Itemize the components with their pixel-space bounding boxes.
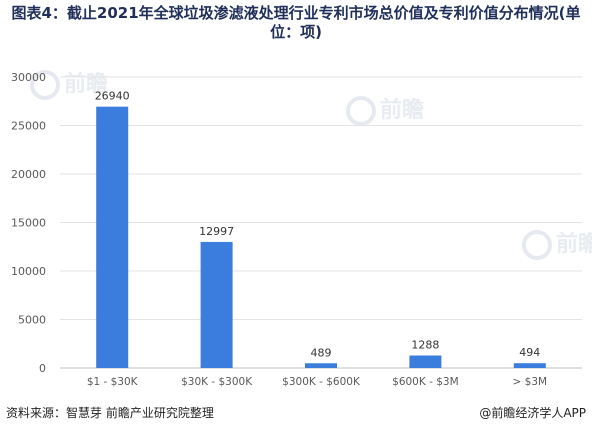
chart-title: 图表4：截止2021年全球垃圾渗滤液处理行业专利市场总价值及专利价值分布情况(单… bbox=[11, 4, 581, 41]
data-label: 1288 bbox=[411, 339, 439, 352]
y-tick-label: 30000 bbox=[11, 71, 46, 84]
watermark-circle-icon bbox=[522, 230, 552, 260]
y-tick-label: 0 bbox=[39, 362, 46, 375]
source-note: 资料来源：智慧芽 前瞻产业研究院整理 bbox=[6, 406, 214, 420]
y-tick-label: 20000 bbox=[11, 168, 46, 181]
bar bbox=[200, 241, 233, 368]
x-tick-label: > $3M bbox=[513, 376, 548, 388]
watermark-logo: 前瞻 bbox=[30, 66, 108, 100]
y-tick-label: 5000 bbox=[18, 314, 46, 327]
bar bbox=[96, 106, 129, 368]
bar bbox=[513, 363, 546, 368]
watermark-text: 前瞻 bbox=[556, 232, 592, 257]
bar bbox=[409, 355, 442, 368]
data-label: 26940 bbox=[95, 90, 130, 103]
watermark-text: 前瞻 bbox=[64, 72, 109, 97]
x-tick-label: $300K - $600K bbox=[282, 376, 361, 388]
credit-note: @前瞻经济学人APP bbox=[479, 406, 586, 420]
bar bbox=[305, 363, 337, 368]
data-label: 12997 bbox=[199, 225, 234, 238]
y-tick-label: 25000 bbox=[11, 120, 46, 133]
y-tick-label: 15000 bbox=[11, 217, 46, 230]
watermark-circle-icon bbox=[346, 96, 376, 126]
x-tick-label: $1 - $30K bbox=[87, 376, 139, 388]
watermark-logo: 前瞻 bbox=[522, 226, 592, 260]
watermark-logo: 前瞻 bbox=[346, 92, 424, 126]
data-label: 489 bbox=[311, 346, 332, 359]
watermark-text: 前瞻 bbox=[380, 98, 425, 123]
x-tick-label: $600K - $3M bbox=[392, 376, 459, 388]
x-tick-label: $30K - $300K bbox=[181, 376, 253, 388]
data-label: 494 bbox=[519, 346, 540, 359]
watermark-circle-icon bbox=[30, 70, 60, 100]
y-tick-label: 10000 bbox=[11, 265, 46, 278]
